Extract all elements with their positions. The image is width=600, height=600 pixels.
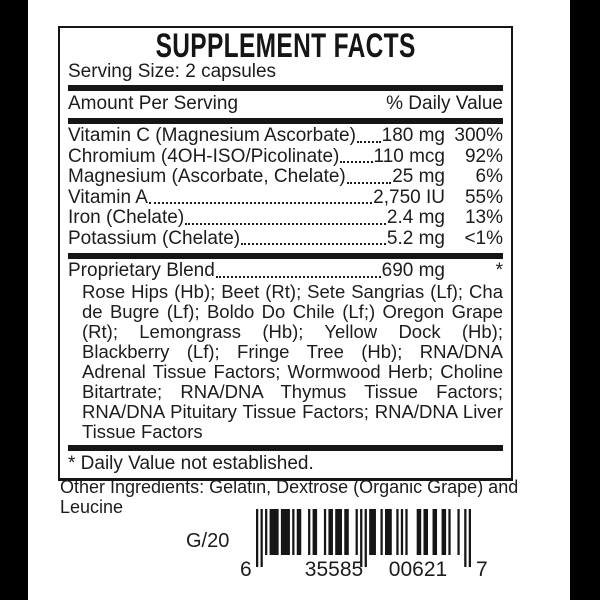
barcode-digit-first: 6 (240, 558, 252, 581)
blend-ingredients: Rose Hips (Hb); Beet (Rt); Sete Sangrias… (82, 280, 503, 442)
nutrient-name: Chromium (4OH-ISO/Picolinate) (68, 145, 340, 167)
left-edge-band (0, 0, 28, 600)
divider-bar (68, 444, 503, 451)
dot-leader (346, 181, 392, 184)
barcode-bars (256, 509, 471, 567)
nutrient-amount: 2,750 IU (373, 186, 445, 208)
supplement-facts-title: SUPPLEMENT FACTS (155, 27, 416, 65)
barcode-digit-last: 7 (476, 558, 488, 581)
serving-size: Serving Size: 2 capsules (68, 61, 277, 82)
dot-leader (340, 161, 373, 163)
daily-value-footnote: * Daily Value not established. (68, 452, 314, 474)
blend-name: Proprietary Blend (68, 260, 215, 281)
nutrient-daily-value: 55% (464, 186, 503, 208)
dot-leader (356, 140, 381, 143)
nutrient-row: Vitamin C (Magnesium Ascorbate) 180 mg 3… (68, 125, 503, 147)
column-header-amount: Amount Per Serving (68, 93, 239, 114)
nutrient-amount: 2.4 mg (386, 207, 445, 228)
nutrient-name: Magnesium (Ascorbate, Chelate) (68, 166, 346, 187)
proprietary-blend-row: Proprietary Blend 690 mg * (68, 260, 503, 282)
nutrient-row: Magnesium (Ascorbate, Chelate) 25 mg 6% (68, 166, 503, 188)
nutrient-row: Potassium (Chelate) 5.2 mg <1% (68, 227, 503, 250)
nutrient-amount: 25 mg (392, 166, 445, 187)
divider-bar (68, 85, 503, 91)
nutrient-daily-value: 92% (464, 145, 503, 167)
nutrient-daily-value: 300% (454, 125, 503, 146)
nutrient-row: Iron (Chelate) 2.4 mg 13% (68, 207, 503, 229)
nutrient-amount: 5.2 mg (386, 227, 445, 249)
nutrient-daily-value: 13% (464, 207, 503, 228)
nutrient-daily-value: <1% (464, 227, 503, 249)
nutrient-name: Iron (Chelate) (68, 207, 185, 228)
dot-leader (215, 275, 381, 278)
nutrient-row: Vitamin A 2,750 IU 55% (68, 186, 503, 209)
nutrient-amount: 180 mg (381, 125, 445, 146)
divider-bar (68, 118, 503, 124)
barcode-digits-right: 00621 (388, 558, 448, 581)
nutrient-daily-value: 6% (475, 166, 503, 187)
dot-leader (241, 243, 386, 245)
nutrient-row: Chromium (4OH-ISO/Picolinate) 110 mcg 92… (68, 145, 503, 168)
supplement-facts-box: SUPPLEMENT FACTS Serving Size: 2 capsule… (58, 26, 513, 481)
nutrient-name: Potassium (Chelate) (68, 227, 241, 249)
blend-amount: 690 mg (381, 260, 445, 281)
right-edge-band (570, 0, 600, 600)
nutrient-name: Vitamin A (68, 186, 148, 208)
dot-leader (148, 202, 373, 204)
upc-barcode: 6 35585 00621 7 (240, 509, 492, 583)
other-ingredients: Other Ingredients: Gelatin, Dextrose (Or… (60, 477, 519, 517)
nutrient-name: Vitamin C (Magnesium Ascorbate) (68, 125, 356, 146)
blend-daily-value: * (495, 260, 503, 281)
nutrient-amount: 110 mcg (373, 145, 445, 167)
lot-code: G/20 (186, 530, 230, 552)
dot-leader (185, 222, 386, 225)
column-header-daily-value: % Daily Value (386, 93, 503, 114)
barcode-digits-left: 35585 (304, 558, 364, 581)
divider-bar (68, 253, 503, 259)
